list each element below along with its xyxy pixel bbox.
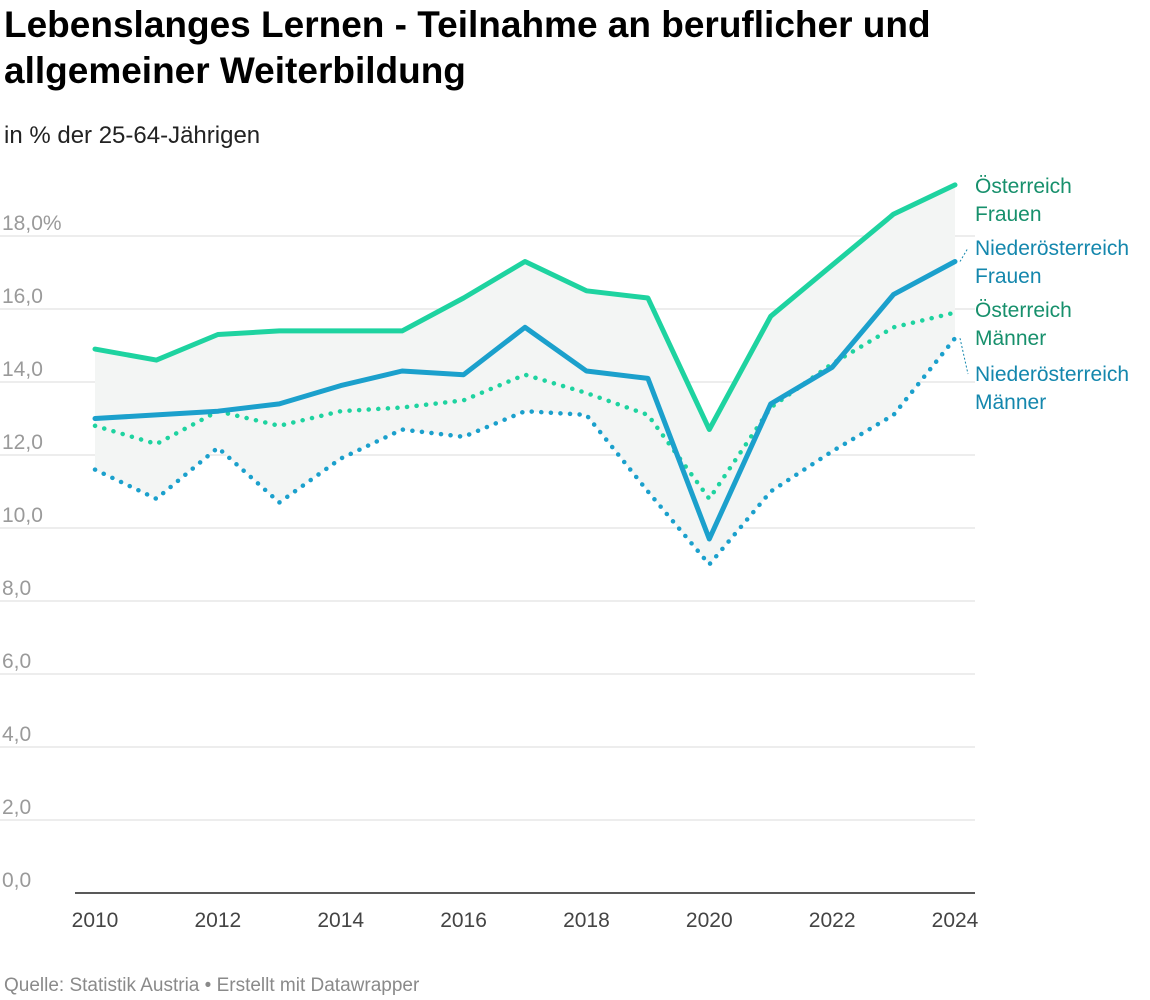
series-line <box>92 182 958 432</box>
y-tick-label: 10,0 <box>2 504 43 527</box>
y-tick-label: 6,0 <box>2 650 31 673</box>
y-axis: 0,0 2,0 4,0 6,0 8,0 10,0 12,0 14,0 16,0 18,0% <box>2 212 62 892</box>
y-tick-label: 4,0 <box>2 723 31 746</box>
series-label: Männer <box>975 327 1046 350</box>
x-tick-label: 2018 <box>563 909 610 932</box>
y-tick-label: 0,0 <box>2 869 31 892</box>
y-tick-label: 16,0 <box>2 285 43 308</box>
x-tick-label: 2022 <box>809 909 856 932</box>
series-label: Österreich <box>975 299 1072 322</box>
y-tick-label: 2,0 <box>2 796 31 819</box>
series-label: Frauen <box>975 203 1042 226</box>
x-tick-label: 2014 <box>317 909 364 932</box>
x-axis: 2010 2012 2014 2016 2018 2020 2022 2024 <box>72 909 979 932</box>
x-tick-label: 2010 <box>72 909 119 932</box>
series-label: Männer <box>975 391 1046 414</box>
label-connector <box>959 338 969 375</box>
y-tick-label: 18,0% <box>2 212 62 235</box>
x-tick-label: 2020 <box>686 909 733 932</box>
source-note: Quelle: Statistik Austria • Erstellt mit… <box>4 975 420 996</box>
label-connectors <box>959 247 969 375</box>
y-tick-label: 14,0 <box>2 358 43 381</box>
series-labels: Österreich Frauen Niederösterreich Frauen Ös… <box>975 175 1129 414</box>
series-label: Österreich <box>975 175 1072 198</box>
chart-subtitle: in % der 25-64-Jährigen <box>4 122 261 149</box>
series-label: Niederösterreich <box>975 237 1129 260</box>
series-label: Niederösterreich <box>975 363 1129 386</box>
series-lines <box>92 182 958 567</box>
label-connector <box>959 247 969 262</box>
y-tick-label: 12,0 <box>2 431 43 454</box>
chart-title: Lebenslanges Lernen - Teilnahme an beruf… <box>4 4 931 91</box>
x-tick-label: 2016 <box>440 909 487 932</box>
y-tick-label: 8,0 <box>2 577 31 600</box>
series-label: Frauen <box>975 265 1042 288</box>
x-tick-label: 2012 <box>194 909 241 932</box>
series-line <box>92 259 958 542</box>
x-tick-label: 2024 <box>932 909 979 932</box>
series-line <box>92 335 958 567</box>
